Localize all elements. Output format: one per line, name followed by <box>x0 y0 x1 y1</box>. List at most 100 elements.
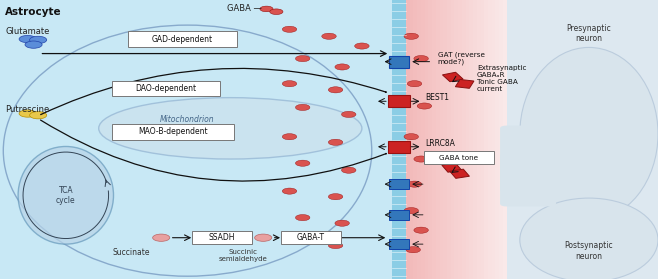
Text: TCA
cycle: TCA cycle <box>56 186 76 205</box>
Text: Mitochondrion: Mitochondrion <box>160 116 215 124</box>
Circle shape <box>335 64 349 70</box>
FancyBboxPatch shape <box>389 179 409 189</box>
FancyBboxPatch shape <box>455 80 474 88</box>
Circle shape <box>404 134 418 140</box>
Circle shape <box>328 139 343 145</box>
Ellipse shape <box>520 198 658 279</box>
Circle shape <box>328 87 343 93</box>
FancyBboxPatch shape <box>281 231 341 244</box>
Circle shape <box>282 237 297 243</box>
FancyBboxPatch shape <box>500 126 556 193</box>
Ellipse shape <box>18 146 113 244</box>
Text: MAO-B-dependent: MAO-B-dependent <box>138 127 207 136</box>
Circle shape <box>260 6 273 12</box>
Bar <box>428 0 432 279</box>
Text: Putrescine: Putrescine <box>5 105 49 114</box>
Circle shape <box>417 103 432 109</box>
FancyBboxPatch shape <box>389 239 409 249</box>
Circle shape <box>30 112 47 119</box>
Bar <box>511 0 514 279</box>
Text: Postsynaptic
neuron: Postsynaptic neuron <box>565 241 613 261</box>
Circle shape <box>414 156 428 162</box>
Circle shape <box>282 188 297 194</box>
Text: GABA-T: GABA-T <box>297 233 325 242</box>
Circle shape <box>414 56 428 62</box>
Text: Glutamate: Glutamate <box>5 27 49 35</box>
Bar <box>421 0 424 279</box>
Bar <box>440 0 443 279</box>
Bar <box>488 0 492 279</box>
Bar <box>392 0 406 279</box>
Bar <box>503 0 507 279</box>
Circle shape <box>335 220 349 226</box>
Bar <box>480 0 484 279</box>
Bar <box>466 0 469 279</box>
Circle shape <box>404 33 418 39</box>
Circle shape <box>255 234 272 241</box>
Bar <box>507 0 511 279</box>
Circle shape <box>355 43 369 49</box>
FancyBboxPatch shape <box>128 31 237 47</box>
Circle shape <box>295 56 310 62</box>
FancyBboxPatch shape <box>112 124 234 140</box>
Ellipse shape <box>520 47 658 220</box>
Circle shape <box>342 111 356 117</box>
Bar <box>410 0 413 279</box>
FancyBboxPatch shape <box>388 141 410 153</box>
Text: Extrasynaptic
GABAₐR: Extrasynaptic GABAₐR <box>477 65 526 78</box>
FancyBboxPatch shape <box>389 56 409 68</box>
Circle shape <box>328 194 343 200</box>
FancyBboxPatch shape <box>424 151 494 164</box>
Bar <box>406 0 518 279</box>
Bar <box>507 0 658 279</box>
Circle shape <box>328 242 343 249</box>
Circle shape <box>19 110 36 117</box>
Circle shape <box>25 41 42 48</box>
FancyArrowPatch shape <box>41 120 386 181</box>
Circle shape <box>414 227 428 233</box>
Bar <box>473 0 477 279</box>
Circle shape <box>295 215 310 221</box>
Bar <box>495 0 499 279</box>
FancyBboxPatch shape <box>500 153 556 206</box>
Text: GAD-dependent: GAD-dependent <box>152 35 213 44</box>
Bar <box>499 0 503 279</box>
Bar <box>413 0 417 279</box>
Bar <box>406 0 410 279</box>
Circle shape <box>19 35 36 43</box>
Bar <box>451 0 455 279</box>
Text: Presynaptic
neuron: Presynaptic neuron <box>567 24 611 43</box>
FancyBboxPatch shape <box>450 169 469 178</box>
Text: Succinate: Succinate <box>113 248 150 257</box>
Bar <box>514 0 518 279</box>
Bar <box>484 0 488 279</box>
Circle shape <box>295 104 310 110</box>
Bar <box>432 0 436 279</box>
Bar <box>462 0 466 279</box>
Circle shape <box>295 160 310 166</box>
Circle shape <box>153 234 170 241</box>
Bar <box>443 0 447 279</box>
Bar <box>447 0 451 279</box>
Text: LRRC8A: LRRC8A <box>426 139 455 148</box>
Bar <box>424 0 428 279</box>
Text: GABA —: GABA — <box>227 4 262 13</box>
Text: SSADH: SSADH <box>209 233 236 242</box>
Bar <box>477 0 480 279</box>
Circle shape <box>282 134 297 140</box>
FancyBboxPatch shape <box>388 95 410 107</box>
Circle shape <box>282 81 297 87</box>
Text: Tonic GABA
current: Tonic GABA current <box>477 79 518 92</box>
Bar <box>0 0 392 279</box>
Bar <box>455 0 458 279</box>
FancyBboxPatch shape <box>442 163 461 172</box>
Text: Astrocyte: Astrocyte <box>5 7 62 17</box>
Text: Succinic
semialdehyde: Succinic semialdehyde <box>219 249 268 262</box>
FancyArrowPatch shape <box>41 68 386 115</box>
Bar <box>469 0 473 279</box>
Circle shape <box>322 33 336 39</box>
Circle shape <box>30 36 47 44</box>
Circle shape <box>342 167 356 173</box>
Bar <box>417 0 421 279</box>
Ellipse shape <box>99 98 362 159</box>
